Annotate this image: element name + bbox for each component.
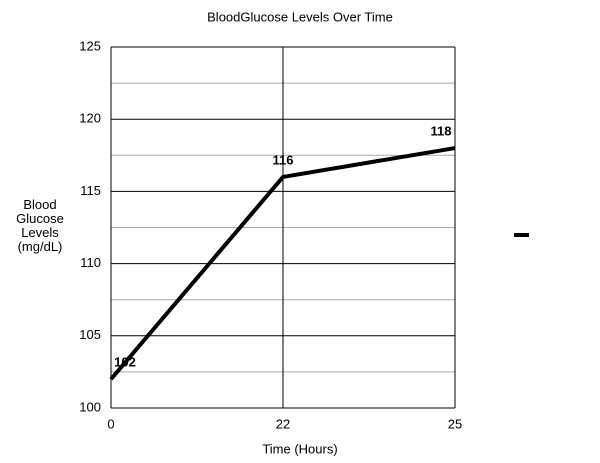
x-axis-title: Time (Hours): [262, 441, 337, 456]
x-tick-label: 0: [107, 416, 114, 431]
y-tick-label: 100: [79, 399, 101, 414]
y-tick-label: 110: [80, 255, 101, 270]
data-label: 102: [114, 355, 136, 370]
y-tick-label: 120: [79, 111, 101, 126]
y-tick-label: 115: [80, 183, 101, 198]
line-series: [109, 146, 456, 381]
y-tick-label: 125: [79, 38, 101, 53]
data-label: 118: [431, 124, 452, 139]
chart-title: BloodGlucose Levels Over Time: [207, 9, 393, 24]
x-tick-label: 22: [276, 416, 290, 431]
data-label: 116: [273, 152, 294, 167]
y-tick-label: 105: [79, 327, 101, 342]
x-tick-label: 25: [448, 416, 462, 431]
y-axis-title: Blood Glucose Levels (mg/dL): [16, 197, 64, 254]
